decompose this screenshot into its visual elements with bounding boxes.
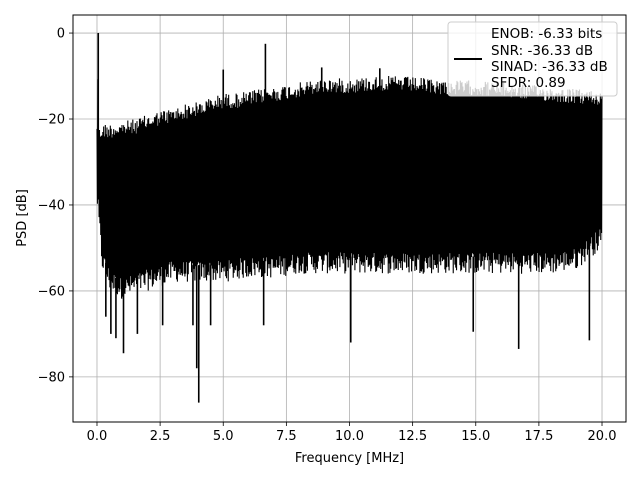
legend-entry: SNR: -36.33 dB — [491, 43, 593, 59]
x-tick-label: 20.0 — [588, 429, 617, 444]
y-tick-label: −60 — [38, 284, 65, 299]
legend-entry: ENOB: -6.33 bits — [491, 26, 602, 42]
legend-entry: SINAD: -36.33 dB — [491, 59, 608, 75]
x-tick-label: 0.0 — [87, 429, 108, 444]
legend-box — [447, 21, 618, 97]
x-tick-label: 17.5 — [524, 429, 553, 444]
x-tick-label: 2.5 — [150, 429, 171, 444]
x-tick-label: 15.0 — [461, 429, 490, 444]
y-tick-label: 0 — [57, 27, 65, 42]
y-tick-label: −80 — [38, 370, 65, 385]
y-axis-label: PSD [dB] — [15, 189, 30, 247]
x-tick-label: 7.5 — [276, 429, 297, 444]
legend-entry: SFDR: 0.89 — [491, 75, 566, 91]
x-tick-label: 5.0 — [213, 429, 234, 444]
legend: ENOB: -6.33 bits SNR: -36.33 dB SINAD: -… — [447, 21, 618, 97]
x-tick-label: 12.5 — [398, 429, 427, 444]
y-tick-label: −40 — [38, 198, 65, 213]
tick-layer: 0.0 2.5 5.0 7.5 10.0 12.5 15.0 17.5 20.0 0 −20 −40 −… — [38, 27, 617, 444]
x-axis-label: Frequency [MHz] — [295, 451, 404, 466]
x-tick-label: 10.0 — [335, 429, 364, 444]
psd-series — [96, 33, 603, 403]
y-tick-label: −20 — [38, 113, 65, 128]
